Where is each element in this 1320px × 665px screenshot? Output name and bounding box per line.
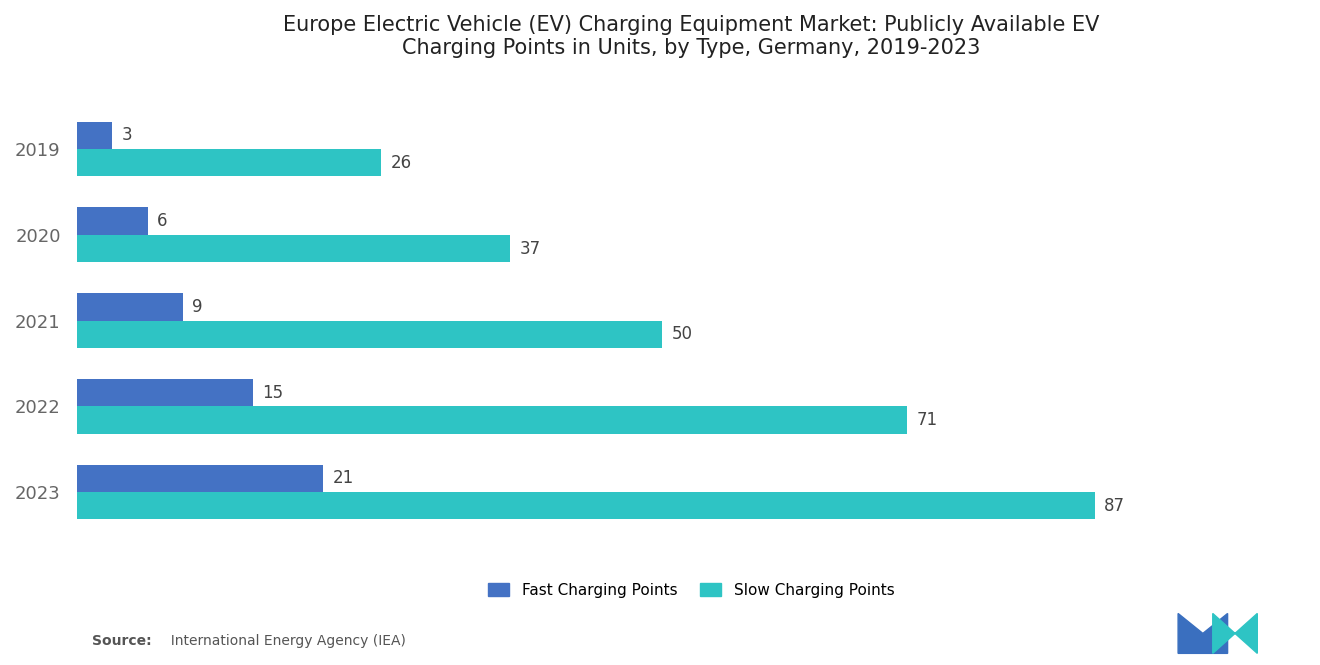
Text: International Energy Agency (IEA): International Energy Agency (IEA) bbox=[162, 634, 407, 648]
Text: 71: 71 bbox=[917, 411, 939, 429]
Title: Europe Electric Vehicle (EV) Charging Equipment Market: Publicly Available EV
Ch: Europe Electric Vehicle (EV) Charging Eq… bbox=[282, 15, 1100, 59]
Text: 50: 50 bbox=[672, 325, 692, 343]
Bar bbox=[78, 406, 907, 434]
Text: 15: 15 bbox=[263, 384, 284, 402]
Bar bbox=[78, 149, 381, 176]
Bar bbox=[78, 293, 182, 321]
Bar bbox=[78, 492, 1094, 519]
Text: 21: 21 bbox=[333, 469, 354, 487]
Polygon shape bbox=[1213, 613, 1257, 653]
Text: 37: 37 bbox=[519, 239, 540, 257]
Text: 9: 9 bbox=[191, 298, 202, 316]
Bar bbox=[78, 207, 148, 235]
Bar bbox=[78, 465, 323, 492]
Text: Source:: Source: bbox=[92, 634, 152, 648]
Bar bbox=[78, 379, 253, 406]
Bar bbox=[78, 321, 663, 348]
Text: 3: 3 bbox=[121, 126, 132, 144]
Text: 26: 26 bbox=[391, 154, 412, 172]
Text: 87: 87 bbox=[1104, 497, 1125, 515]
Polygon shape bbox=[1179, 613, 1228, 653]
Legend: Fast Charging Points, Slow Charging Points: Fast Charging Points, Slow Charging Poin… bbox=[480, 575, 902, 605]
Text: 6: 6 bbox=[157, 212, 168, 230]
Bar bbox=[78, 122, 112, 149]
Bar bbox=[78, 235, 510, 262]
